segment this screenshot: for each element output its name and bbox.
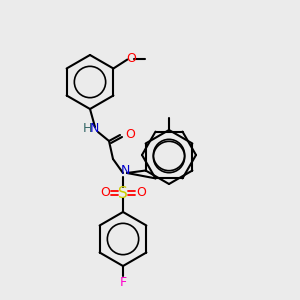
Text: O: O (100, 187, 110, 200)
Text: N: N (89, 122, 99, 136)
Text: O: O (126, 52, 136, 65)
Text: O: O (136, 187, 146, 200)
Text: H: H (82, 122, 92, 136)
Text: N: N (120, 164, 130, 178)
Text: F: F (119, 277, 127, 290)
Text: S: S (118, 185, 128, 200)
Text: O: O (125, 128, 135, 142)
